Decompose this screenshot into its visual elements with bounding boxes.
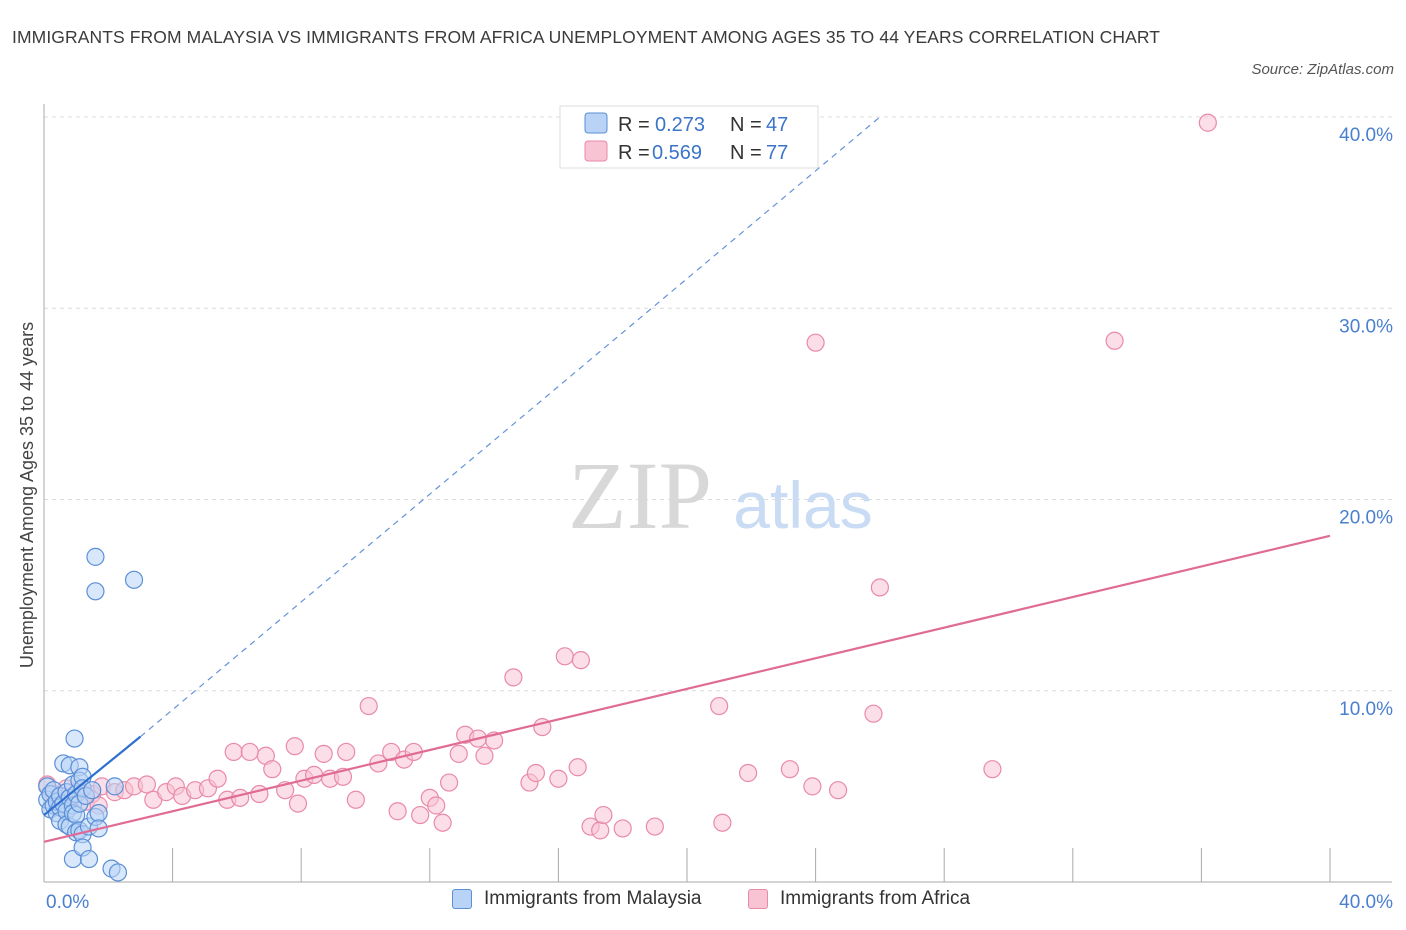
africa-point: [137, 775, 156, 794]
africa-point: [555, 647, 574, 666]
malaysia-point: [65, 729, 84, 748]
gridlines: [44, 116, 1392, 692]
legend-swatch-africa: [584, 140, 608, 162]
africa-point: [346, 790, 365, 809]
africa-point: [571, 651, 591, 670]
africa-point: [388, 802, 407, 821]
correlation-legend: R = 0.273 N = 47 R = 0.569 N = 77: [559, 105, 819, 169]
africa-point: [645, 817, 664, 836]
legend-label-malaysia: Immigrants from Malaysia: [484, 888, 702, 909]
y-axis-label: Unemployment Among Ages 35 to 44 years: [17, 322, 37, 668]
legend-n-value: 77: [766, 142, 788, 164]
watermark-atlas: atlas: [733, 468, 872, 542]
africa-point: [231, 788, 250, 807]
x-tick-label: 0.0%: [46, 892, 89, 913]
africa-point: [1105, 331, 1124, 350]
africa-point: [263, 760, 282, 779]
africa-point: [803, 777, 822, 796]
africa-point: [285, 737, 304, 756]
africa-point: [304, 765, 324, 785]
x-tick-label: 40.0%: [1339, 892, 1393, 913]
africa-point: [433, 813, 452, 832]
y-tick-label: 30.0%: [1339, 316, 1393, 337]
africa-point: [208, 769, 227, 788]
africa-point: [780, 760, 799, 779]
x-tick-labels: 0.0% 40.0%: [46, 892, 1393, 913]
legend-item-malaysia[interactable]: Immigrants from Malaysia: [452, 888, 702, 910]
series-legend: Immigrants from Malaysia Immigrants from…: [0, 888, 1406, 918]
chart-title: IMMIGRANTS FROM MALAYSIA VS IMMIGRANTS F…: [12, 27, 1161, 47]
legend-r-label: R =: [618, 114, 650, 136]
legend-n-label: N =: [730, 142, 762, 164]
africa-point: [613, 819, 632, 838]
malaysia-point: [79, 849, 99, 869]
malaysia-point: [86, 582, 105, 601]
africa-point: [475, 746, 494, 765]
africa-point: [806, 333, 825, 352]
africa-point: [439, 773, 459, 792]
africa-point: [591, 821, 610, 840]
africa-point: [526, 763, 545, 783]
africa-points: [38, 113, 1217, 840]
africa-point: [427, 796, 446, 815]
malaysia-point: [89, 804, 108, 823]
legend-r-value: 0.569: [652, 142, 702, 164]
legend-r-label: R =: [618, 142, 650, 164]
africa-point: [359, 696, 378, 716]
legend-item-africa[interactable]: Immigrants from Africa: [748, 888, 970, 910]
africa-point: [314, 744, 333, 763]
africa-point: [224, 742, 243, 762]
malaysia-point: [105, 777, 124, 796]
africa-point: [549, 769, 568, 788]
malaysia-point: [83, 781, 102, 800]
legend-r-value: 0.273: [655, 114, 705, 136]
malaysia-point: [108, 863, 128, 882]
legend-swatch-malaysia: [452, 889, 472, 909]
malaysia-point: [124, 570, 144, 589]
y-tick-labels: 10.0% 20.0% 30.0% 40.0%: [1339, 125, 1393, 720]
africa-point: [240, 742, 259, 762]
africa-point: [829, 781, 848, 800]
legend-label-africa: Immigrants from Africa: [780, 888, 971, 909]
trend-lines: [43, 116, 1331, 843]
africa-point: [870, 578, 890, 597]
africa-point: [449, 744, 468, 763]
africa-point: [710, 696, 729, 716]
y-tick-label: 40.0%: [1339, 125, 1393, 146]
africa-point: [983, 760, 1002, 779]
y-tick-label: 10.0%: [1339, 699, 1393, 720]
africa-point: [411, 805, 430, 825]
africa-point: [337, 742, 356, 762]
africa-trend-line: [43, 534, 1331, 843]
africa-point: [738, 763, 758, 783]
africa-point: [713, 813, 732, 832]
legend-n-value: 47: [766, 114, 788, 136]
watermark: ZIP atlas: [568, 442, 873, 549]
malaysia-trend-extension: [140, 116, 881, 738]
africa-point: [288, 794, 308, 813]
africa-point: [594, 805, 613, 825]
source-credit: Source: ZipAtlas.com: [1251, 61, 1394, 78]
africa-point: [1198, 113, 1217, 132]
axes: [43, 104, 1392, 883]
legend-swatch-africa: [748, 889, 768, 909]
y-tick-label: 20.0%: [1339, 508, 1393, 529]
malaysia-points: [38, 547, 144, 882]
legend-swatch-malaysia: [584, 112, 608, 134]
africa-point: [568, 758, 587, 777]
africa-point: [864, 704, 883, 723]
watermark-zip: ZIP: [568, 442, 712, 549]
malaysia-trend-line: [43, 735, 142, 816]
africa-point: [504, 668, 523, 687]
malaysia-point: [86, 547, 105, 566]
legend-n-label: N =: [730, 114, 762, 136]
